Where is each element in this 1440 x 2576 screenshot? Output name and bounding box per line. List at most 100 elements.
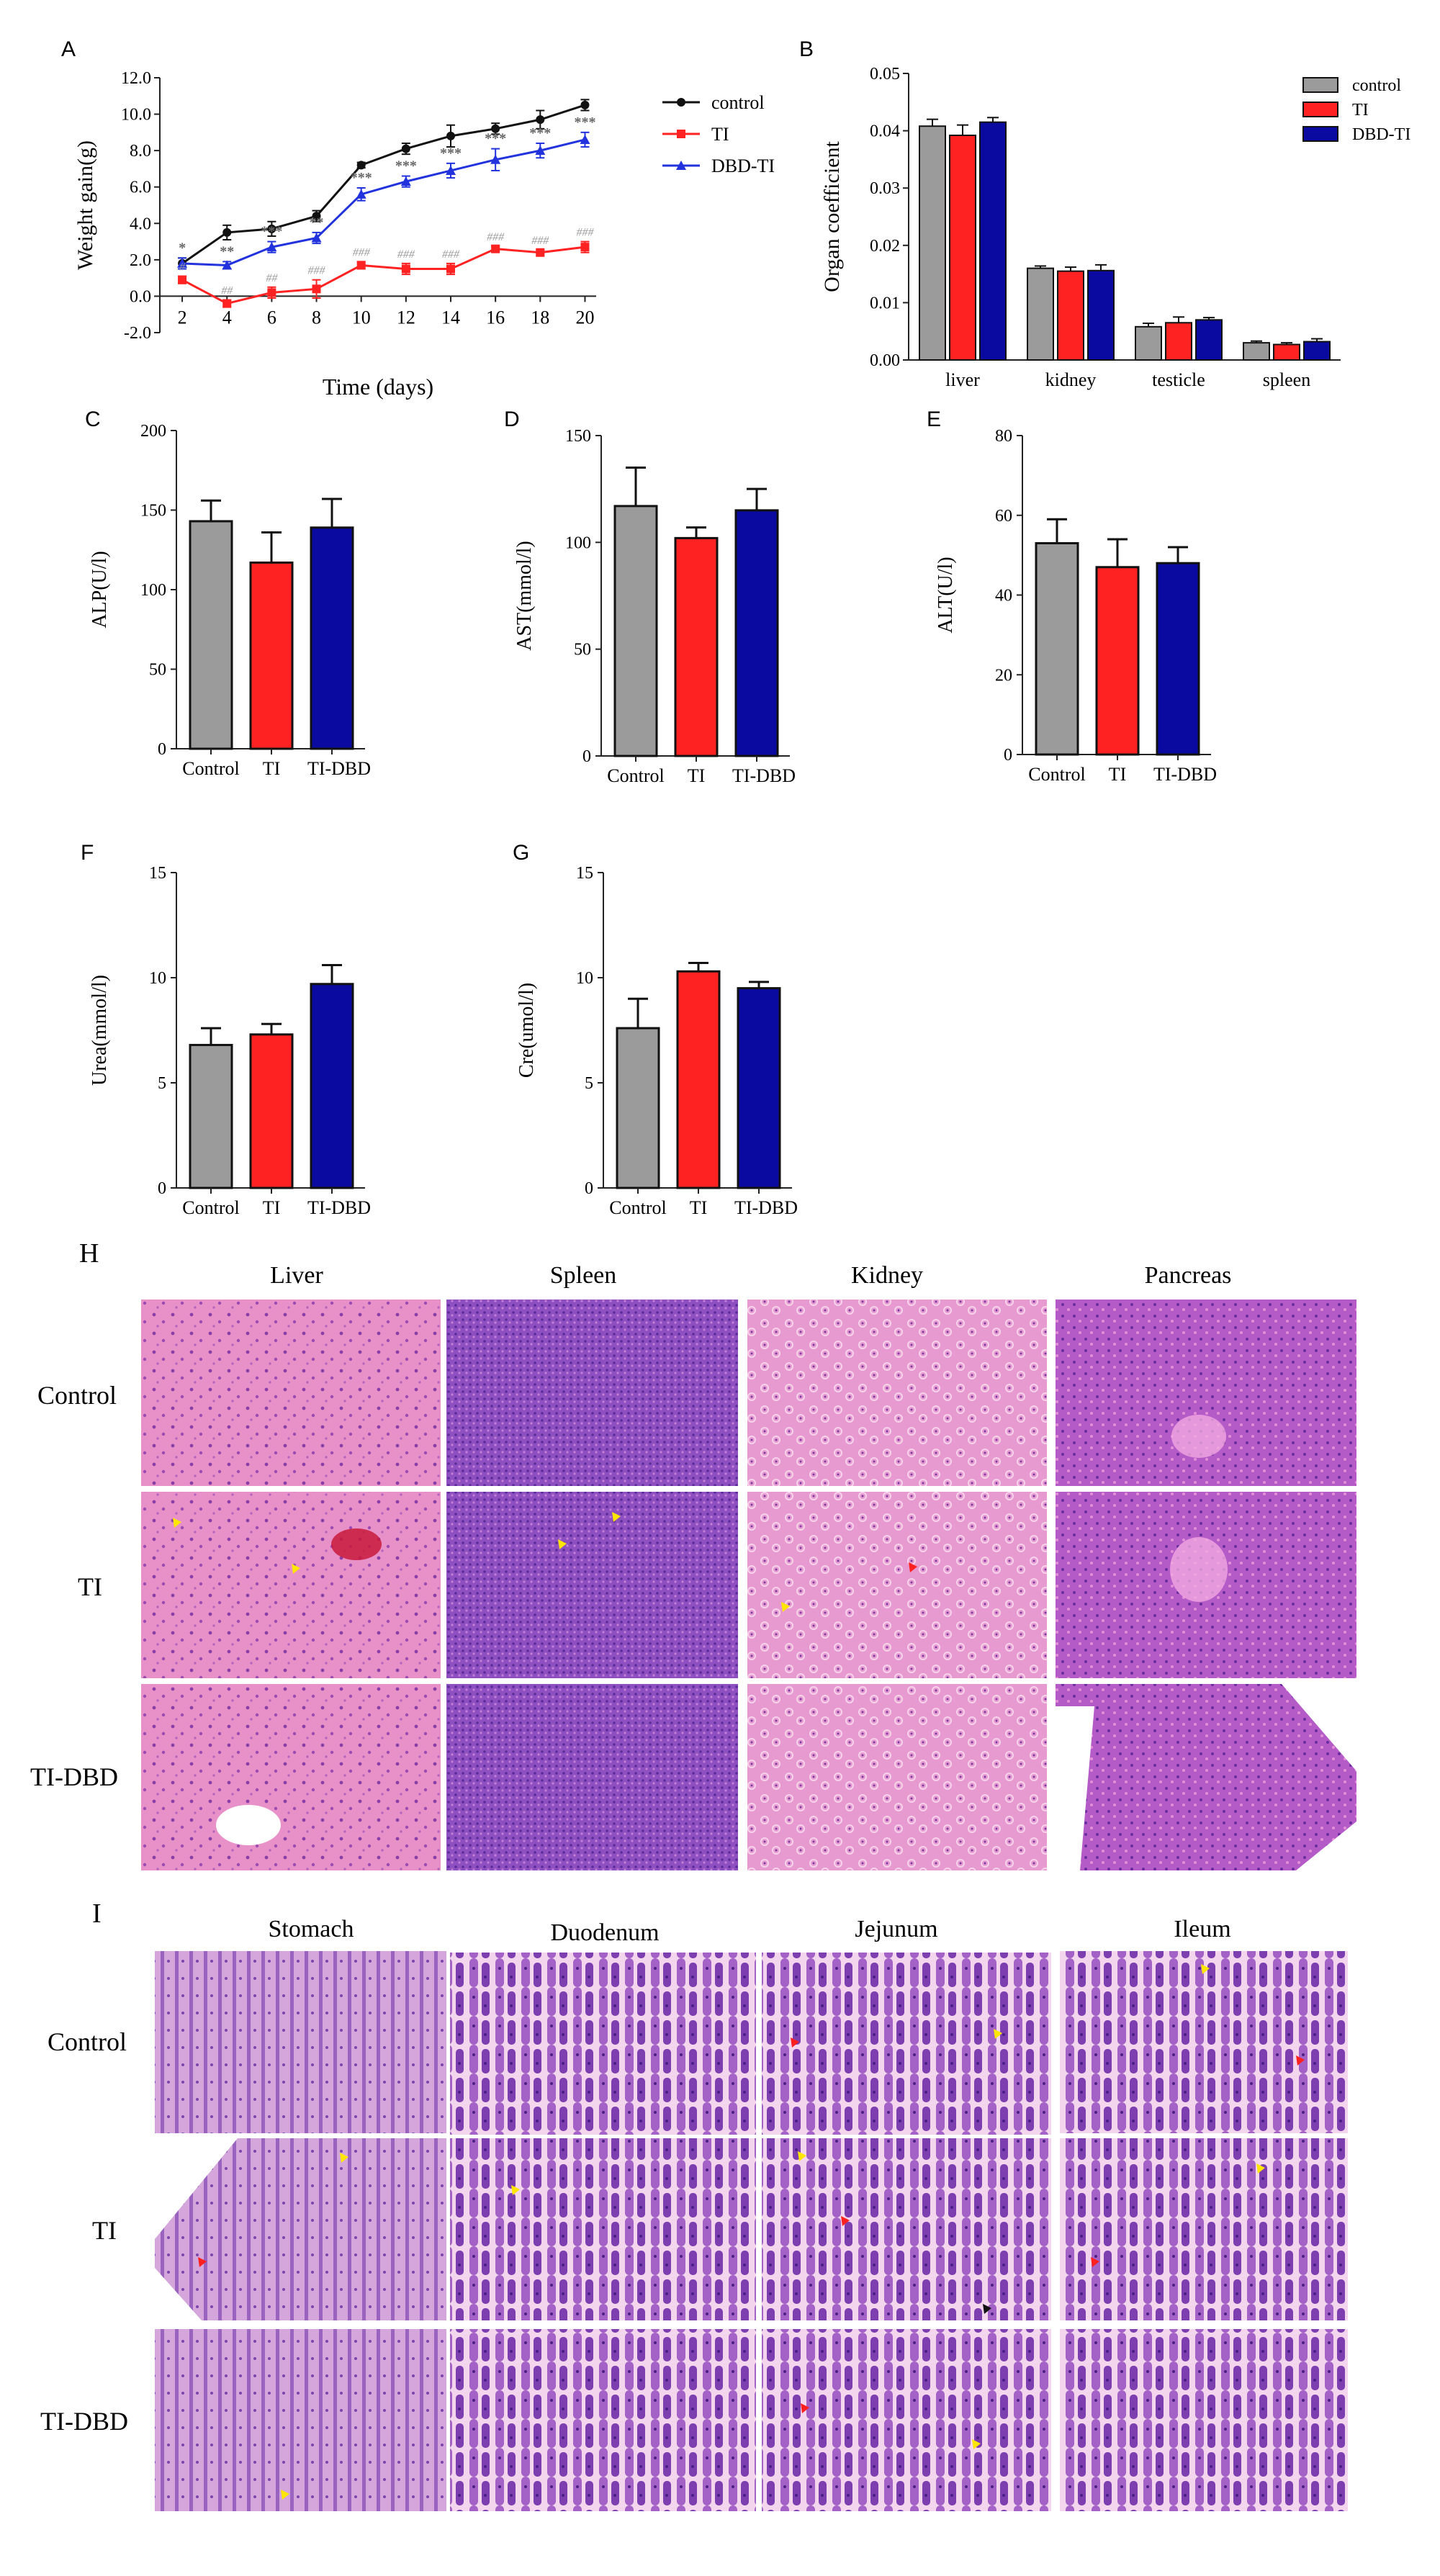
h-img-ti-kidney (747, 1492, 1047, 1678)
arrow-icon (781, 1602, 790, 1612)
h-img-ti-spleen (446, 1492, 738, 1678)
h-col-liver: Liver (270, 1262, 323, 1289)
data-point (222, 260, 233, 270)
bar (1087, 269, 1115, 361)
y-tick-label: 10 (149, 969, 166, 988)
bar (249, 561, 294, 750)
significance-mark: *** (485, 131, 506, 147)
significance-mark: ### (487, 231, 505, 243)
significance-mark: # (179, 261, 186, 274)
arrow-icon (994, 2029, 1002, 2039)
x-tick-label: 14 (441, 307, 460, 328)
data-point (580, 243, 590, 252)
legend-marker (677, 98, 685, 107)
h-img-tidbd-pancreas (1056, 1684, 1356, 1870)
h-row-ti-dbd: TI-DBD (30, 1762, 118, 1791)
y-tick-label: 5 (158, 1074, 166, 1093)
panel-label-F: F (81, 841, 94, 865)
data-point (536, 248, 545, 257)
x-tick-label: 20 (575, 307, 594, 328)
bar (1135, 325, 1162, 361)
arrow-icon (1091, 2257, 1099, 2267)
arrow-icon (612, 1512, 621, 1522)
x-tick-label: kidney (1045, 369, 1097, 390)
i-img-control-ileum (1060, 1951, 1348, 2133)
y-tick-label: 15 (576, 864, 593, 883)
h-islet (1170, 1537, 1228, 1602)
data-point (356, 161, 366, 170)
arrow-icon (1296, 2055, 1305, 2066)
histology-I: Stomach Duodenum Jejunum Ileum Control T… (40, 1916, 1348, 2511)
x-tick-label: 8 (312, 307, 321, 328)
data-point (311, 233, 322, 243)
legend-marker (677, 130, 685, 138)
arrow-icon (801, 2403, 809, 2413)
significance-mark: ### (397, 248, 415, 261)
y-tick-label: 0 (158, 1179, 166, 1198)
significance-mark: ### (531, 235, 549, 247)
y-tick-label: 0 (585, 1179, 593, 1198)
bar (613, 505, 658, 757)
x-tick-label: TI (1109, 764, 1127, 785)
data-point (267, 224, 276, 233)
i-row-ti-dbd: TI-DBD (40, 2407, 128, 2436)
data-point (400, 176, 411, 186)
bar (189, 520, 233, 750)
panel-label-E: E (927, 407, 941, 431)
data-point (177, 258, 188, 268)
x-tick-label: Control (182, 758, 239, 779)
legend-marker (676, 161, 686, 170)
y-tick-label: 12.0 (121, 69, 151, 88)
h-img-control-pancreas (1056, 1300, 1356, 1486)
significance-mark: ** (310, 215, 324, 230)
arrow-icon (841, 2216, 850, 2226)
i-img-tidbd-duodenum (450, 2329, 756, 2511)
data-point (267, 288, 276, 297)
bar (734, 509, 779, 757)
significance-mark: ### (576, 227, 594, 239)
arrow-icon (983, 2304, 991, 2314)
bar (979, 121, 1007, 361)
y-tick-label: 6.0 (130, 179, 151, 197)
h-img-control-kidney (747, 1300, 1047, 1486)
x-tick-label: 18 (531, 307, 549, 328)
x-tick-label: TI-DBD (734, 1197, 798, 1218)
y-tick-label: 50 (574, 641, 591, 659)
y-axis-label: ALP(U/l) (89, 551, 111, 628)
bar (1195, 319, 1223, 361)
histology-H: Liver Spleen Kidney Pancreas Control TI … (30, 1262, 1356, 1870)
significance-mark: *** (440, 145, 462, 161)
x-tick-label: TI-DBD (307, 1197, 371, 1218)
y-tick-label: 150 (565, 427, 591, 446)
y-tick-label: 40 (995, 587, 1012, 605)
i-col-stomach: Stomach (269, 1916, 354, 1942)
significance-mark: *** (529, 125, 551, 141)
h-hemorrhage (331, 1528, 382, 1560)
y-axis-label: Urea(mmol/l) (89, 975, 111, 1086)
legend-label: DBD-TI (1352, 125, 1410, 144)
x-tick-label: TI (263, 1197, 281, 1218)
i-row-ti: TI (92, 2216, 117, 2245)
x-tick-label: Control (607, 765, 664, 786)
h-col-pancreas: Pancreas (1145, 1262, 1232, 1289)
bar (919, 125, 946, 361)
data-point (446, 264, 455, 274)
y-tick-label: -2.0 (124, 324, 151, 343)
x-tick-label: 2 (178, 307, 187, 328)
arrow-icon (909, 1562, 917, 1572)
i-img-ti-duodenum (450, 2138, 756, 2320)
legend-label: control (711, 92, 765, 113)
x-tick-label: 4 (222, 307, 232, 328)
i-col-duodenum: Duodenum (550, 1919, 659, 1946)
chart-G-cre: 0 5 10 15 Cre(umol/l) Control TI TI-DBD (516, 864, 798, 1218)
bar (949, 134, 976, 361)
y-tick-label: 0.02 (870, 237, 900, 256)
h-col-spleen: Spleen (550, 1262, 617, 1289)
data-point (222, 228, 232, 237)
y-axis-label: AST(mmol/l) (513, 541, 536, 650)
arrow-icon (198, 2257, 207, 2267)
arrow-icon (1256, 2163, 1265, 2174)
bar (1165, 322, 1192, 361)
bar (1243, 342, 1270, 361)
i-row-control: Control (48, 2027, 127, 2056)
